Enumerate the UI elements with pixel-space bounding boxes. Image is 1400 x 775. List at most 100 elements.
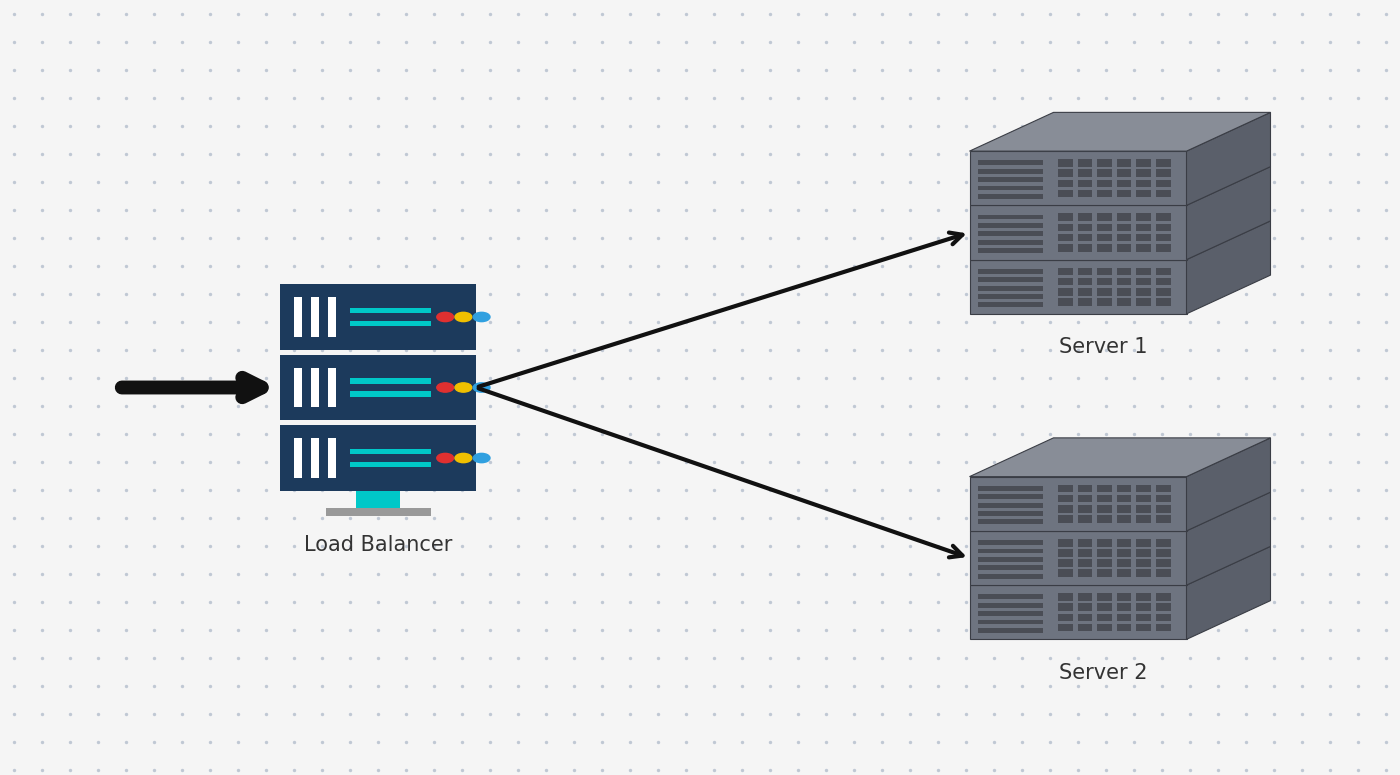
- Point: [31, 512, 53, 524]
- Point: [227, 148, 249, 160]
- Point: [927, 568, 949, 580]
- Point: [227, 708, 249, 720]
- Point: [1011, 288, 1033, 300]
- Point: [1347, 596, 1369, 608]
- Point: [647, 64, 669, 76]
- Point: [1291, 764, 1313, 775]
- Point: [647, 315, 669, 328]
- Point: [1319, 344, 1341, 357]
- Point: [423, 764, 445, 775]
- Point: [1263, 596, 1285, 608]
- Point: [843, 148, 865, 160]
- Point: [143, 372, 165, 384]
- Point: [1095, 624, 1117, 636]
- Point: [311, 288, 333, 300]
- Point: [1039, 260, 1061, 272]
- Point: [1235, 456, 1257, 468]
- Point: [339, 400, 361, 412]
- Point: [563, 512, 585, 524]
- Point: [787, 735, 809, 748]
- Point: [787, 91, 809, 104]
- Point: [619, 260, 641, 272]
- Point: [731, 735, 753, 748]
- Point: [283, 315, 305, 328]
- Point: [227, 8, 249, 20]
- Point: [983, 735, 1005, 748]
- FancyBboxPatch shape: [1137, 549, 1151, 556]
- FancyBboxPatch shape: [1058, 267, 1072, 275]
- Point: [983, 456, 1005, 468]
- FancyBboxPatch shape: [979, 177, 1043, 182]
- FancyBboxPatch shape: [979, 302, 1043, 308]
- Point: [423, 204, 445, 216]
- Point: [507, 260, 529, 272]
- FancyBboxPatch shape: [1058, 159, 1072, 167]
- Point: [787, 36, 809, 48]
- FancyBboxPatch shape: [979, 160, 1043, 165]
- Point: [843, 735, 865, 748]
- Point: [983, 232, 1005, 244]
- Point: [759, 484, 781, 496]
- Point: [339, 344, 361, 357]
- Point: [255, 735, 277, 748]
- Point: [619, 456, 641, 468]
- Point: [1375, 456, 1397, 468]
- Point: [507, 91, 529, 104]
- FancyBboxPatch shape: [1156, 549, 1170, 556]
- Point: [1123, 540, 1145, 553]
- Point: [703, 456, 725, 468]
- Point: [87, 344, 109, 357]
- FancyBboxPatch shape: [1098, 505, 1112, 512]
- Point: [1151, 708, 1173, 720]
- FancyBboxPatch shape: [1098, 593, 1112, 601]
- Point: [1291, 484, 1313, 496]
- Point: [815, 372, 837, 384]
- Point: [479, 680, 501, 692]
- FancyBboxPatch shape: [1078, 570, 1092, 577]
- FancyBboxPatch shape: [1078, 169, 1092, 177]
- Point: [1263, 708, 1285, 720]
- Point: [311, 456, 333, 468]
- Point: [1067, 652, 1089, 664]
- Point: [983, 568, 1005, 580]
- FancyBboxPatch shape: [1137, 267, 1151, 275]
- Point: [367, 36, 389, 48]
- Point: [1151, 456, 1173, 468]
- Point: [3, 8, 25, 20]
- Point: [1291, 512, 1313, 524]
- Point: [507, 596, 529, 608]
- Point: [787, 400, 809, 412]
- Point: [171, 372, 193, 384]
- Point: [199, 120, 221, 133]
- Point: [31, 568, 53, 580]
- FancyBboxPatch shape: [1156, 213, 1170, 221]
- Point: [31, 315, 53, 328]
- Point: [1375, 568, 1397, 580]
- Point: [1011, 624, 1033, 636]
- Point: [899, 91, 921, 104]
- Point: [59, 708, 81, 720]
- Point: [1151, 260, 1173, 272]
- Point: [423, 568, 445, 580]
- Point: [367, 91, 389, 104]
- Point: [1291, 176, 1313, 188]
- Point: [423, 456, 445, 468]
- FancyBboxPatch shape: [979, 232, 1043, 236]
- FancyBboxPatch shape: [1058, 570, 1072, 577]
- Point: [255, 64, 277, 76]
- FancyBboxPatch shape: [1156, 624, 1170, 632]
- FancyBboxPatch shape: [1117, 614, 1131, 621]
- Point: [1179, 428, 1201, 440]
- Point: [731, 204, 753, 216]
- Point: [1095, 288, 1117, 300]
- Point: [535, 652, 557, 664]
- Point: [591, 708, 613, 720]
- Polygon shape: [969, 205, 1187, 260]
- Point: [1375, 400, 1397, 412]
- Point: [479, 512, 501, 524]
- Point: [843, 484, 865, 496]
- FancyBboxPatch shape: [1137, 484, 1151, 492]
- Point: [1123, 344, 1145, 357]
- Point: [31, 708, 53, 720]
- Point: [563, 428, 585, 440]
